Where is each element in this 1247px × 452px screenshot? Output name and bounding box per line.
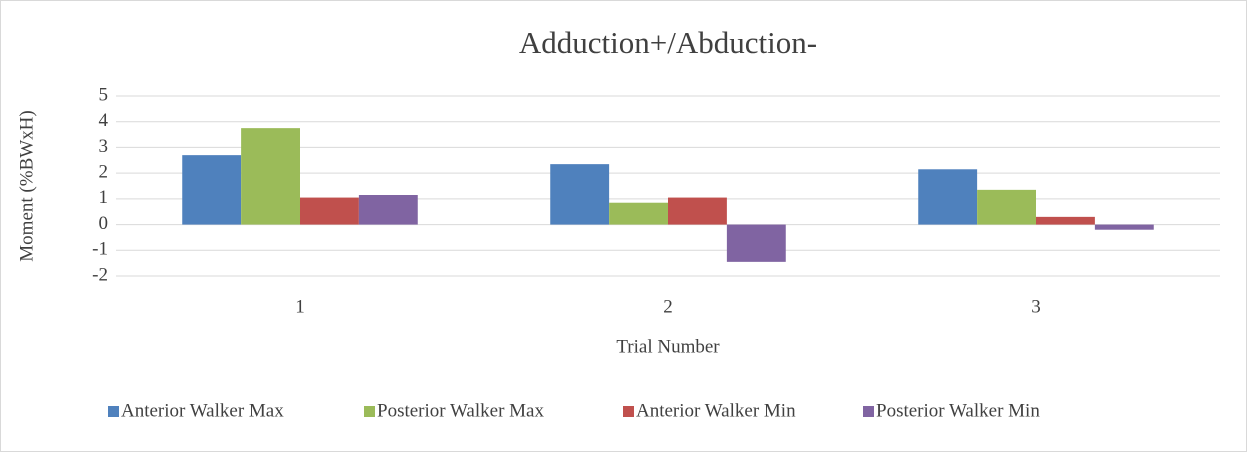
y-tick-label: 3 (99, 136, 109, 157)
y-tick-label: -2 (92, 264, 108, 285)
y-axis-label: Moment (%BWxH) (16, 110, 37, 261)
legend-label: Anterior Walker Max (121, 400, 284, 421)
y-tick-label: 0 (99, 213, 109, 234)
bar (358, 195, 418, 225)
legend-label: Posterior Walker Min (876, 400, 1040, 421)
y-tick-label: 5 (99, 84, 109, 105)
legend-swatch (364, 406, 375, 417)
y-tick-label: -1 (92, 239, 108, 260)
legend-swatch (863, 406, 874, 417)
bar (609, 202, 668, 225)
bar (668, 197, 727, 225)
bar (1036, 216, 1095, 225)
x-axis-label: Trial Number (616, 336, 720, 357)
legend-swatch (623, 406, 634, 417)
y-tick-label: 2 (99, 162, 109, 183)
x-tick-label: 1 (295, 296, 305, 317)
bar (241, 128, 300, 225)
bar (182, 155, 242, 225)
bar (1094, 224, 1154, 230)
legend-label: Anterior Walker Min (636, 400, 796, 421)
y-tick-label: 4 (99, 110, 109, 131)
bar (726, 224, 786, 262)
legend-label: Posterior Walker Max (377, 400, 544, 421)
bar (977, 189, 1036, 225)
chart-title: Adduction+/Abduction- (519, 25, 817, 60)
x-tick-label: 3 (1031, 296, 1041, 317)
bar (550, 164, 610, 225)
legend-swatch (108, 406, 119, 417)
y-tick-label: 1 (99, 187, 109, 208)
bar (918, 169, 978, 225)
bar (300, 197, 359, 225)
x-tick-label: 2 (663, 296, 673, 317)
